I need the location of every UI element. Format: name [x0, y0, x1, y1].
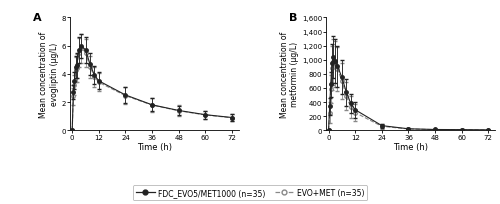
Text: B: B	[289, 13, 298, 23]
Y-axis label: Mean concentration of
evogliptin (µg/L): Mean concentration of evogliptin (µg/L)	[39, 32, 58, 117]
Legend: FDC_EVO5/MET1000 (n=35), EVO+MET (n=35): FDC_EVO5/MET1000 (n=35), EVO+MET (n=35)	[133, 185, 367, 200]
X-axis label: Time (h): Time (h)	[393, 143, 428, 152]
Text: A: A	[33, 13, 42, 23]
Y-axis label: Mean concentration of
metformin (µg/L): Mean concentration of metformin (µg/L)	[280, 32, 299, 117]
X-axis label: Time (h): Time (h)	[137, 143, 172, 152]
